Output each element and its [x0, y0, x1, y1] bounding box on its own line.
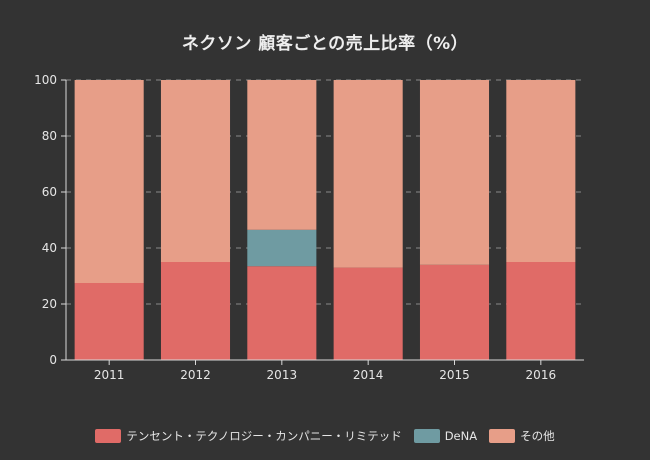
- bar-segment: [419, 264, 490, 360]
- bar-segment: [506, 80, 576, 262]
- x-tick-label: 2016: [526, 368, 557, 382]
- x-tick-label: 2012: [180, 368, 211, 382]
- legend-item[interactable]: その他: [489, 428, 555, 444]
- bar-segment: [74, 80, 144, 283]
- bar-segment: [160, 80, 231, 262]
- y-tick-label: 0: [49, 353, 57, 367]
- legend-item[interactable]: テンセント・テクノロジー・カンパニー・リミテッド: [95, 428, 402, 444]
- bar-segment: [160, 262, 231, 360]
- bar-segment: [247, 266, 317, 360]
- legend-label: テンセント・テクノロジー・カンパニー・リミテッド: [126, 429, 402, 443]
- y-tick-label: 100: [34, 73, 57, 87]
- x-tick-label: 2014: [353, 368, 384, 382]
- y-tick-label: 20: [42, 297, 57, 311]
- bar-segment: [506, 262, 576, 360]
- chart-title: ネクソン 顧客ごとの売上比率（%）: [181, 34, 469, 54]
- x-tick-label: 2011: [94, 368, 125, 382]
- legend-label: DeNA: [444, 429, 478, 443]
- legend-swatch: [489, 429, 516, 443]
- axes: 0 20 40 60 80 100 2011 2012 2013 2014 2015 2016: [34, 73, 584, 382]
- bar-segment: [333, 267, 403, 360]
- bar-segment: [247, 229, 317, 267]
- bar-segment: [74, 283, 144, 360]
- x-tick-label: 2015: [439, 368, 470, 382]
- legend-swatch: [413, 429, 440, 443]
- y-tick-label: 80: [42, 129, 57, 143]
- legend-swatch: [95, 429, 122, 443]
- legend-item[interactable]: DeNA: [413, 429, 478, 443]
- bar-segment: [419, 80, 490, 265]
- legend-label: その他: [520, 429, 555, 443]
- y-tick-label: 60: [42, 185, 57, 199]
- bar-segment: [333, 80, 403, 268]
- bar-segment: [247, 80, 317, 230]
- bars: [74, 80, 576, 360]
- grid-lines: [66, 79, 584, 305]
- y-tick-label: 40: [42, 241, 57, 255]
- x-tick-label: 2013: [267, 368, 298, 382]
- legend: テンセント・テクノロジー・カンパニー・リミテッド DeNA その他: [0, 428, 650, 444]
